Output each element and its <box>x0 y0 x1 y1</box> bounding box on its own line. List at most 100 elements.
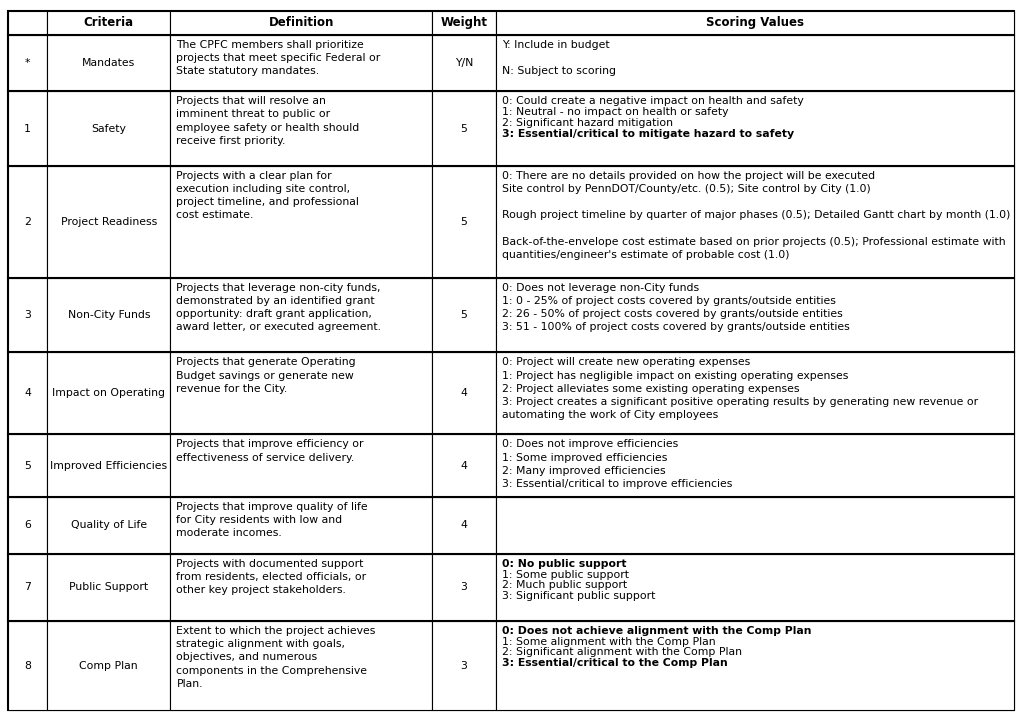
Text: 4: 4 <box>461 388 467 398</box>
Text: 0: Does not leverage non-City funds
1: 0 - 25% of project costs covered by grant: 0: Does not leverage non-City funds 1: 0… <box>502 283 850 332</box>
Text: Projects with documented support
from residents, elected officials, or
other key: Projects with documented support from re… <box>176 559 366 595</box>
Bar <box>170 554 432 621</box>
Bar <box>170 278 432 353</box>
Bar <box>432 554 496 621</box>
Text: 0: There are no details provided on how the project will be executed
Site contro: 0: There are no details provided on how … <box>502 171 1010 260</box>
Text: 0: No public support: 0: No public support <box>502 559 626 569</box>
Bar <box>170 166 432 278</box>
Text: 4: 4 <box>461 521 467 531</box>
Text: 3: Significant public support: 3: Significant public support <box>502 591 655 601</box>
Text: 6: 6 <box>25 521 31 531</box>
Bar <box>47 621 170 710</box>
Bar <box>170 11 432 34</box>
Bar <box>47 91 170 166</box>
Text: 5: 5 <box>25 461 31 471</box>
Text: 8: 8 <box>25 660 31 670</box>
Text: 2: Significant hazard mitigation: 2: Significant hazard mitigation <box>502 118 673 128</box>
Bar <box>496 434 1014 497</box>
Bar <box>496 497 1014 554</box>
Text: 7: 7 <box>25 583 31 593</box>
Bar <box>496 91 1014 166</box>
Bar <box>47 353 170 434</box>
Bar <box>8 91 47 166</box>
Text: 0: Project will create new operating expenses
1: Project has negligible impact o: 0: Project will create new operating exp… <box>502 358 978 420</box>
Text: Projects with a clear plan for
execution including site control,
project timelin: Projects with a clear plan for execution… <box>176 171 359 221</box>
Text: 1: Neutral - no impact on health or safety: 1: Neutral - no impact on health or safe… <box>502 107 728 117</box>
Bar <box>496 11 1014 34</box>
Text: 0: Does not achieve alignment with the Comp Plan: 0: Does not achieve alignment with the C… <box>502 626 812 636</box>
Bar <box>47 166 170 278</box>
Text: Definition: Definition <box>269 16 333 29</box>
Text: Project Readiness: Project Readiness <box>61 217 157 227</box>
Text: 4: 4 <box>25 388 31 398</box>
Bar <box>432 434 496 497</box>
Bar <box>170 497 432 554</box>
Text: Projects that generate Operating
Budget savings or generate new
revenue for the : Projects that generate Operating Budget … <box>176 358 356 393</box>
Text: 5: 5 <box>461 124 467 134</box>
Bar <box>8 11 47 34</box>
Bar <box>432 91 496 166</box>
Bar <box>170 353 432 434</box>
Text: Projects that will resolve an
imminent threat to public or
employee safety or he: Projects that will resolve an imminent t… <box>176 96 360 146</box>
Bar <box>170 91 432 166</box>
Text: Projects that improve quality of life
for City residents with low and
moderate i: Projects that improve quality of life fo… <box>176 502 368 538</box>
Bar <box>8 621 47 710</box>
Bar <box>432 166 496 278</box>
Text: Projects that improve efficiency or
effectiveness of service delivery.: Projects that improve efficiency or effe… <box>176 439 364 463</box>
Bar <box>496 278 1014 353</box>
Text: Quality of Life: Quality of Life <box>71 521 147 531</box>
Text: Extent to which the project achieves
strategic alignment with goals,
objectives,: Extent to which the project achieves str… <box>176 626 376 689</box>
Bar <box>170 34 432 91</box>
Text: Public Support: Public Support <box>69 583 149 593</box>
Text: 3: 3 <box>461 660 467 670</box>
Bar <box>432 34 496 91</box>
Bar <box>47 554 170 621</box>
Text: Non-City Funds: Non-City Funds <box>68 310 150 320</box>
Text: Criteria: Criteria <box>84 16 133 29</box>
Text: 2: Much public support: 2: Much public support <box>502 580 627 590</box>
Text: *: * <box>25 58 31 68</box>
Bar <box>496 554 1014 621</box>
Bar <box>47 434 170 497</box>
Bar <box>170 434 432 497</box>
Bar <box>432 11 496 34</box>
Text: Improved Efficiencies: Improved Efficiencies <box>50 461 167 471</box>
Text: 1: Some public support: 1: Some public support <box>502 570 629 580</box>
Bar <box>496 34 1014 91</box>
Bar <box>8 497 47 554</box>
Bar <box>8 166 47 278</box>
Text: 5: 5 <box>461 310 467 320</box>
Text: 0: Could create a negative impact on health and safety: 0: Could create a negative impact on hea… <box>502 96 803 106</box>
Text: Scoring Values: Scoring Values <box>706 16 803 29</box>
Text: 2: 2 <box>25 217 31 227</box>
Bar <box>432 497 496 554</box>
Bar <box>8 34 47 91</box>
Text: 3: 3 <box>25 310 31 320</box>
Text: 0: Does not improve efficiencies
1: Some improved efficiencies
2: Many improved : 0: Does not improve efficiencies 1: Some… <box>502 439 733 489</box>
Text: Y/N: Y/N <box>455 58 473 68</box>
Bar <box>47 11 170 34</box>
Text: Comp Plan: Comp Plan <box>79 660 139 670</box>
Bar <box>432 278 496 353</box>
Text: 1: 1 <box>25 124 31 134</box>
Text: Y: Include in budget

N: Subject to scoring: Y: Include in budget N: Subject to scori… <box>502 39 616 76</box>
Bar <box>8 278 47 353</box>
Bar <box>496 166 1014 278</box>
Bar <box>47 34 170 91</box>
Text: The CPFC members shall prioritize
projects that meet specific Federal or
State s: The CPFC members shall prioritize projec… <box>176 39 381 76</box>
Text: 3: Essential/critical to the Comp Plan: 3: Essential/critical to the Comp Plan <box>502 658 727 668</box>
Bar <box>47 497 170 554</box>
Bar <box>8 353 47 434</box>
Text: Impact on Operating: Impact on Operating <box>52 388 165 398</box>
Bar <box>432 621 496 710</box>
Text: Safety: Safety <box>91 124 126 134</box>
Bar <box>47 278 170 353</box>
Text: 4: 4 <box>461 461 467 471</box>
Text: Mandates: Mandates <box>82 58 135 68</box>
Bar <box>8 554 47 621</box>
Text: 1: Some alignment with the Comp Plan: 1: Some alignment with the Comp Plan <box>502 637 715 647</box>
Bar <box>496 353 1014 434</box>
Text: Weight: Weight <box>440 16 487 29</box>
Text: 3: Essential/critical to mitigate hazard to safety: 3: Essential/critical to mitigate hazard… <box>502 129 794 139</box>
Bar <box>8 434 47 497</box>
